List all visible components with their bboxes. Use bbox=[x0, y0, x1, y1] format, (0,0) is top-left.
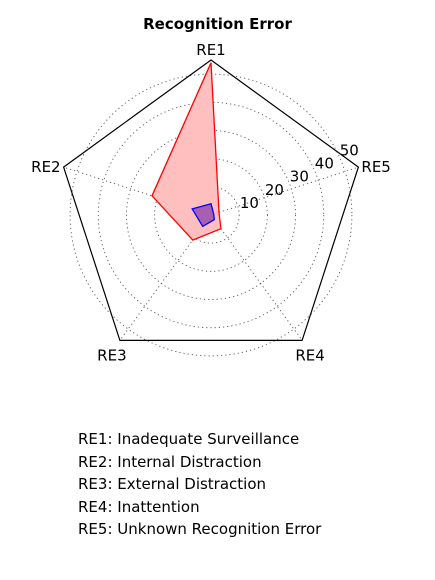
series-1-area bbox=[151, 62, 222, 241]
radar-frame bbox=[62, 59, 360, 341]
axis-label-re1: RE1 bbox=[196, 41, 225, 59]
legend-note-re4: RE4: Inattention bbox=[78, 497, 200, 516]
grid-spoke-5 bbox=[210, 166, 359, 216]
series-2-area bbox=[191, 202, 215, 228]
grid-spoke-4 bbox=[210, 214, 303, 341]
legend-note-re5: RE5: Unknown Recognition Error bbox=[78, 520, 322, 539]
axis-label-re4: RE4 bbox=[295, 346, 324, 364]
r-tick-label-20: 20 bbox=[265, 181, 284, 199]
r-tick-label-50: 50 bbox=[340, 141, 359, 159]
grid-circle-4 bbox=[97, 101, 325, 329]
r-tick-label-30: 30 bbox=[290, 168, 309, 186]
r-tick-label-40: 40 bbox=[315, 155, 334, 173]
radar-series bbox=[151, 62, 222, 241]
chart-title: Recognition Error bbox=[143, 15, 292, 33]
r-tick-label-10: 10 bbox=[240, 194, 259, 212]
radar-labels: 10 20 30 40 50 RE1 RE2 RE3 RE4 RE5 bbox=[31, 41, 391, 364]
axis-label-re5: RE5 bbox=[361, 158, 390, 176]
legend-note-re2: RE2: Internal Distraction bbox=[78, 452, 262, 471]
legend-note-re1: RE1: Inadequate Surveillance bbox=[78, 430, 300, 448]
axis-label-re3: RE3 bbox=[97, 346, 126, 364]
legend-note-re3: RE3: External Distraction bbox=[78, 475, 267, 494]
axis-legend-notes: RE1: Inadequate Surveillance RE2: Intern… bbox=[78, 428, 321, 541]
axis-label-re2: RE2 bbox=[31, 158, 60, 176]
grid-circle-3 bbox=[126, 130, 296, 300]
